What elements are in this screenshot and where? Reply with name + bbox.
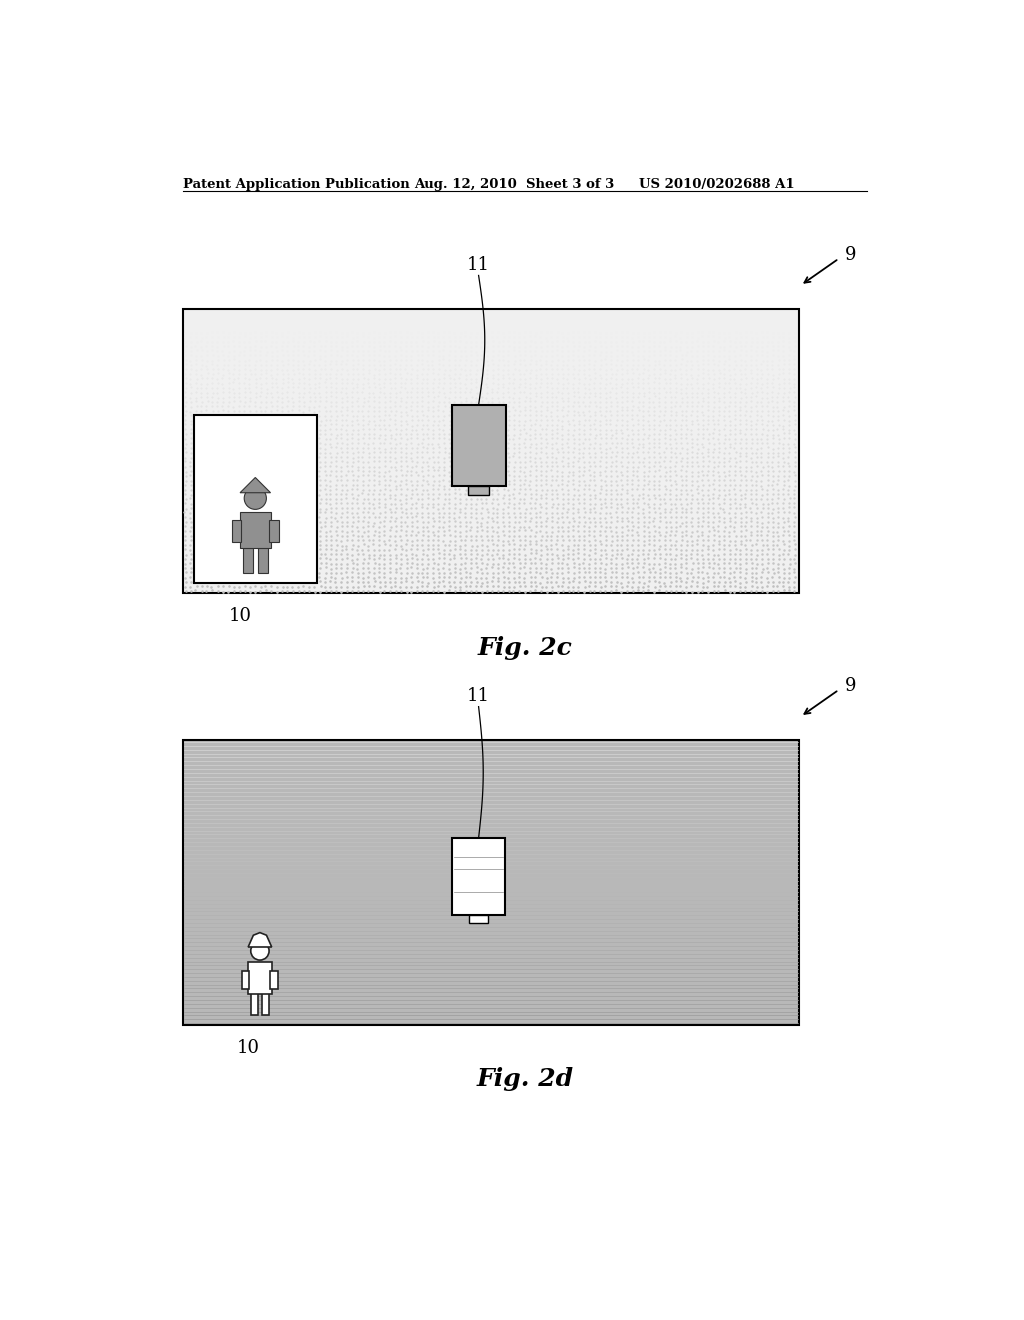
Text: Fig. 2d: Fig. 2d [476,1067,573,1092]
Bar [452,405,506,486]
Bar [231,520,242,543]
Bar [183,739,799,1024]
Text: Aug. 12, 2010  Sheet 3 of 3: Aug. 12, 2010 Sheet 3 of 3 [414,178,614,190]
Text: Fig. 2c: Fig. 2c [477,636,572,660]
Bar [183,309,799,594]
Bar [269,520,279,543]
Bar [270,972,279,989]
Bar [194,414,316,582]
Bar [251,993,258,1015]
Bar [468,486,489,495]
Bar [242,972,250,989]
Bar [243,546,253,573]
Text: 10: 10 [228,607,252,626]
Text: US 2010/0202688 A1: US 2010/0202688 A1 [639,178,795,190]
Polygon shape [240,478,270,492]
Text: Patent Application Publication: Patent Application Publication [183,178,410,190]
Circle shape [251,941,269,960]
Text: 11: 11 [467,256,490,275]
Bar [453,838,505,915]
Text: 9: 9 [845,677,857,694]
Text: 10: 10 [237,1039,260,1056]
Text: 11: 11 [467,688,490,705]
Polygon shape [248,933,271,946]
Circle shape [244,487,266,510]
Bar [240,512,270,549]
Bar [248,962,271,994]
Text: 9: 9 [845,246,857,264]
Bar [469,915,487,923]
Bar [262,993,269,1015]
Bar [258,546,267,573]
